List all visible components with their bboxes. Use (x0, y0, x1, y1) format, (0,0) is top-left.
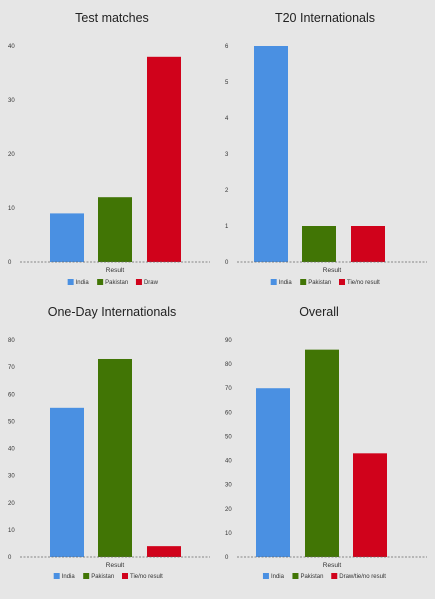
chart-2-ytick-50: 50 (8, 419, 15, 425)
chart-2-bar-pakistan (98, 358, 132, 557)
chart-3-ytick-50: 50 (225, 434, 232, 440)
chart-1-legend-swatch-india (270, 279, 277, 285)
chart-0-legend-swatch-india (67, 279, 74, 285)
chart-2-legend-label-india: India (62, 574, 76, 580)
chart-2-ytick-0: 0 (8, 555, 12, 561)
chart-2-xlabel: Result (106, 562, 125, 569)
chart-3-legend-swatch-india (262, 573, 269, 579)
chart-0-legend-label-india: India (76, 280, 90, 286)
chart-3-bar-draw-tie-no-result (353, 453, 387, 557)
chart-one-day-internationals: One-Day Internationals 0 10 20 30 40 50 60 70 80 R… (8, 305, 210, 580)
chart-2-bar-india (50, 407, 84, 557)
chart-1-legend: India Pakistan Tie/no result (270, 279, 380, 286)
chart-3-xlabel: Result (323, 562, 342, 569)
chart-2-legend-swatch-india (53, 573, 60, 579)
chart-0-ytick-20: 20 (8, 152, 15, 158)
chart-1-ytick-4: 4 (225, 116, 229, 122)
chart-1-ytick-2: 2 (225, 188, 229, 194)
chart-3-ytick-60: 60 (225, 410, 232, 416)
chart-3-legend-label-india: India (271, 574, 285, 580)
chart-0-legend-swatch-draw (135, 279, 142, 285)
chart-3-legend-swatch-draw-tie-no-result (331, 573, 338, 579)
chart-1-bar-pakistan (302, 226, 336, 262)
chart-3-ytick-30: 30 (225, 483, 232, 489)
chart-1-ytick-3: 3 (225, 152, 229, 158)
chart-3-ytick-70: 70 (225, 386, 232, 392)
chart-2-legend: India Pakistan Tie/no result (53, 573, 163, 580)
chart-3-bar-pakistan (305, 349, 339, 557)
chart-0-title: Test matches (75, 11, 149, 25)
chart-2-legend-swatch-pakistan (83, 573, 90, 579)
chart-1-ytick-1: 1 (225, 224, 229, 230)
chart-0-legend-label-draw: Draw (144, 280, 159, 286)
chart-0-legend-label-pakistan: Pakistan (105, 280, 128, 286)
chart-3-title: Overall (299, 305, 339, 319)
chart-2-ytick-40: 40 (8, 447, 15, 453)
chart-1-xlabel: Result (323, 267, 342, 274)
chart-t20-internationals: T20 Internationals 0 1 2 3 4 5 6 Result India Paki… (225, 11, 427, 286)
chart-3-ytick-40: 40 (225, 459, 232, 465)
chart-0-ytick-40: 40 (8, 44, 15, 50)
chart-0-ytick-10: 10 (8, 206, 15, 212)
chart-2-title: One-Day Internationals (48, 305, 177, 319)
chart-0-legend-swatch-pakistan (97, 279, 104, 285)
chart-0-bar-pakistan (98, 197, 132, 262)
chart-2-ytick-60: 60 (8, 392, 15, 398)
chart-test-matches: Test matches 0 10 20 30 40 Result India Pakistan… (8, 11, 210, 286)
chart-2-ytick-20: 20 (8, 501, 15, 507)
chart-3-legend-swatch-pakistan (292, 573, 299, 579)
chart-2-legend-swatch-tie-no-result (122, 573, 128, 579)
chart-overall: Overall 0 10 20 30 40 50 60 70 80 90 Result India Pak… (225, 305, 427, 580)
chart-2-legend-label-tie-no-result: Tie/no result (130, 574, 163, 580)
chart-3-ytick-10: 10 (225, 531, 232, 537)
chart-0-xlabel: Result (106, 267, 125, 274)
chart-3-legend: India Pakistan Draw/tie/no result (262, 573, 386, 580)
chart-1-title: T20 Internationals (275, 11, 375, 25)
chart-3-bar-india (256, 388, 290, 557)
chart-1-ytick-0: 0 (225, 260, 229, 266)
chart-2-ytick-80: 80 (8, 338, 15, 344)
chart-0-bar-india (50, 213, 84, 262)
chart-0-legend: India Pakistan Draw (67, 279, 159, 286)
chart-2-legend-label-pakistan: Pakistan (91, 574, 114, 580)
chart-2-bar-tie-no-result (147, 546, 181, 557)
chart-1-legend-label-india: India (279, 280, 293, 286)
chart-2-ytick-10: 10 (8, 528, 15, 534)
chart-1-legend-label-tie-no-result: Tie/no result (347, 280, 380, 286)
chart-1-legend-swatch-pakistan (300, 279, 307, 285)
chart-1-ytick-5: 5 (225, 80, 229, 86)
chart-1-bar-india (254, 46, 288, 262)
chart-3-ytick-90: 90 (225, 338, 232, 344)
chart-2-ytick-70: 70 (8, 365, 15, 371)
chart-1-legend-swatch-tie-no-result (339, 279, 345, 285)
chart-0-ytick-0: 0 (8, 260, 12, 266)
chart-3-ytick-0: 0 (225, 555, 229, 561)
chart-1-legend-label-pakistan: Pakistan (308, 280, 331, 286)
chart-0-ytick-30: 30 (8, 98, 15, 104)
chart-3-ytick-80: 80 (225, 362, 232, 368)
chart-0-bar-draw (147, 56, 181, 262)
chart-2-ytick-30: 30 (8, 474, 15, 480)
chart-1-bar-tie-no-result (351, 226, 385, 262)
chart-1-ytick-6: 6 (225, 44, 229, 50)
chart-3-ytick-20: 20 (225, 507, 232, 513)
chart-3-legend-label-pakistan: Pakistan (300, 574, 323, 580)
chart-3-legend-label-draw-tie-no-result: Draw/tie/no result (339, 574, 386, 580)
